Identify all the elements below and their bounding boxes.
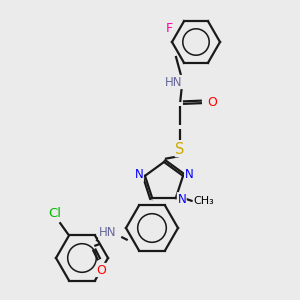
Text: N: N [177,193,186,206]
Text: F: F [166,22,173,34]
Text: N: N [135,168,143,181]
Text: O: O [97,263,106,277]
Text: Cl: Cl [49,207,62,220]
Text: HN: HN [165,76,183,88]
Text: S: S [175,142,185,157]
Text: HN: HN [99,226,116,239]
Text: CH₃: CH₃ [194,196,214,206]
Text: O: O [207,97,217,110]
Text: N: N [184,168,194,181]
